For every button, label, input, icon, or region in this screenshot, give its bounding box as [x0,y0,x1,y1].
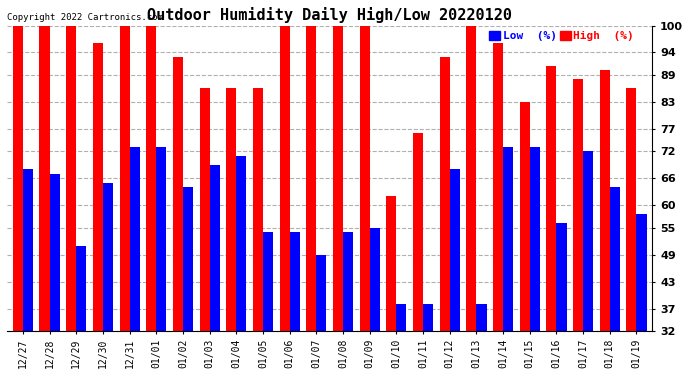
Bar [530,147,540,331]
Bar [343,232,353,331]
Bar [23,169,33,331]
Bar [290,232,300,331]
Bar [413,134,423,331]
Bar [93,44,103,331]
Bar [50,174,60,331]
Bar [66,26,77,331]
Bar [546,66,556,331]
Bar [210,165,220,331]
Bar [199,88,210,331]
Bar [476,304,486,331]
Bar [503,147,513,331]
Bar [450,169,460,331]
Bar [493,44,503,331]
Bar [440,57,450,331]
Bar [333,26,343,331]
Bar [103,183,113,331]
Legend: Low  (%), High  (%): Low (%), High (%) [489,31,634,41]
Bar [146,26,157,331]
Bar [253,88,263,331]
Bar [636,214,647,331]
Bar [226,88,237,331]
Bar [130,147,140,331]
Bar [370,228,380,331]
Bar [77,246,86,331]
Bar [610,187,620,331]
Bar [423,304,433,331]
Bar [157,147,166,331]
Bar [396,304,406,331]
Bar [279,26,290,331]
Bar [627,88,636,331]
Title: Outdoor Humidity Daily High/Low 20220120: Outdoor Humidity Daily High/Low 20220120 [147,7,512,23]
Bar [237,156,246,331]
Bar [600,70,610,331]
Bar [386,196,396,331]
Bar [39,26,50,331]
Bar [263,232,273,331]
Bar [173,57,183,331]
Bar [306,26,316,331]
Bar [466,26,476,331]
Bar [520,102,530,331]
Bar [573,80,583,331]
Bar [583,151,593,331]
Bar [316,255,326,331]
Bar [183,187,193,331]
Text: Copyright 2022 Cartronics.com: Copyright 2022 Cartronics.com [7,13,163,22]
Bar [556,223,566,331]
Bar [13,26,23,331]
Bar [119,26,130,331]
Bar [359,26,370,331]
